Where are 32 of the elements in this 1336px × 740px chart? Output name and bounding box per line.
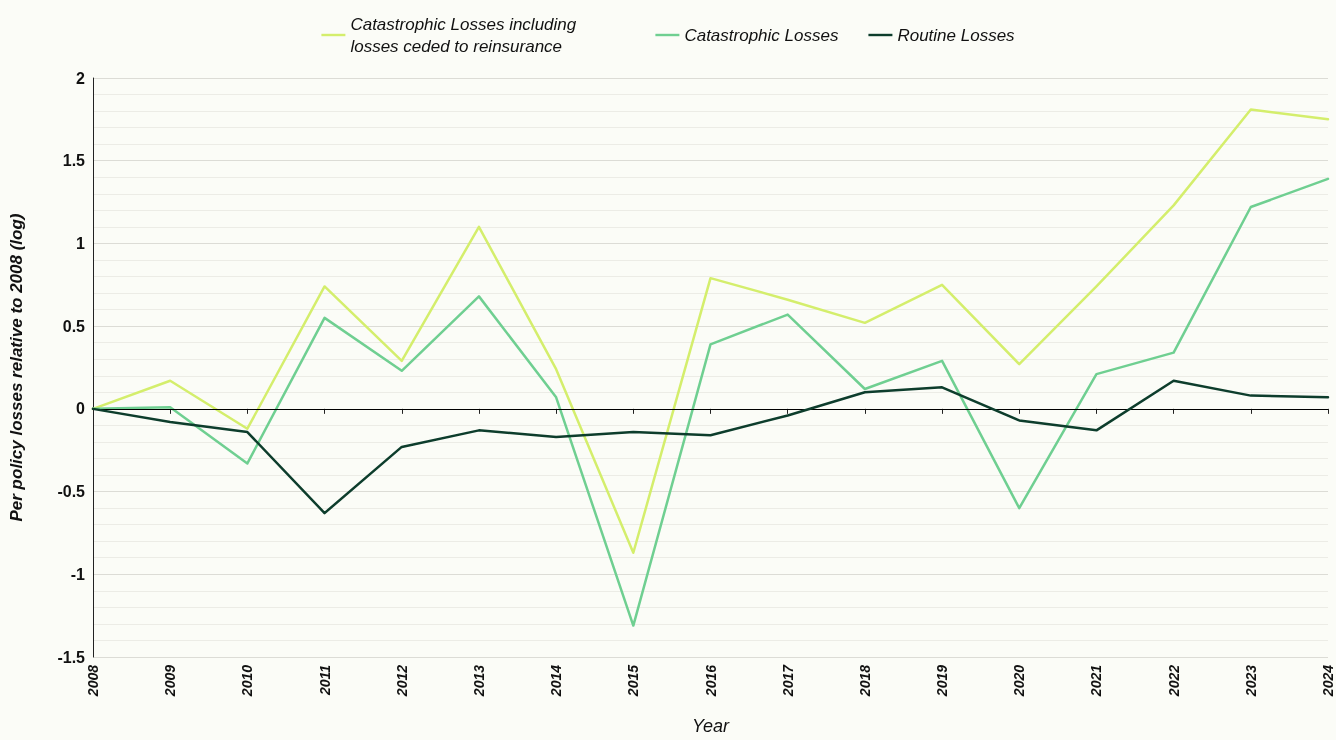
y-axis-title: Per policy losses relative to 2008 (log) [7, 213, 26, 522]
line-series [91, 379, 1330, 515]
line-series [91, 108, 1330, 555]
legend-label: Routine Losses [897, 25, 1016, 45]
x-tick-label: 2008 [85, 664, 101, 698]
y-tick-label: -1.5 [57, 648, 86, 666]
x-tick-label: 2011 [316, 664, 333, 697]
x-tick-label: 2022 [1165, 664, 1182, 698]
x-tick-label: 2010 [239, 664, 256, 698]
x-tick-label: 2012 [393, 664, 410, 698]
x-tick-label: 2018 [856, 664, 873, 698]
x-tick-label: 2014 [548, 664, 565, 698]
y-tick-label: 2 [76, 69, 86, 87]
y-tick-label: 1 [76, 234, 86, 252]
x-tick-label: 2015 [625, 664, 642, 698]
x-tick-label: 2024 [1320, 664, 1336, 698]
x-tick-label: 2009 [162, 664, 179, 698]
x-axis-title: Year [691, 716, 731, 736]
x-tick-label: 2017 [779, 663, 796, 698]
y-tick-label: 1.5 [62, 152, 86, 170]
y-tick-label: -1 [70, 565, 86, 583]
legend-label: Catastrophic Losses [684, 25, 839, 45]
x-tick-label: 2021 [1088, 664, 1105, 698]
x-tick-label: 2016 [702, 664, 719, 698]
x-tick-label: 2023 [1242, 664, 1259, 698]
y-tick-label: 0.5 [62, 317, 86, 335]
x-tick-label: 2020 [1011, 664, 1028, 698]
legend-label: Catastrophic Losses including losses ceded to reinsurance [350, 14, 581, 56]
y-tick-label: -0.5 [57, 483, 86, 501]
x-tick-label: 2019 [934, 664, 951, 698]
x-tick-label: 2013 [470, 664, 487, 698]
y-tick-label: 0 [76, 400, 86, 418]
